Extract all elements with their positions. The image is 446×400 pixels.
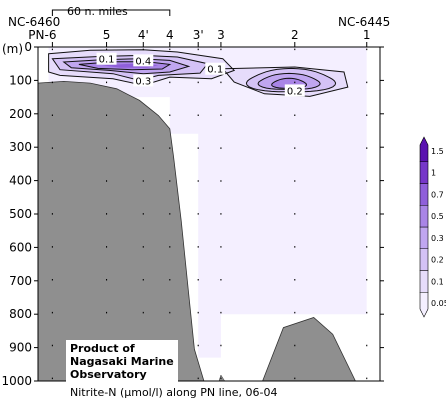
station-label: 3' <box>193 28 204 42</box>
colorbar-label: 0.5 <box>431 212 444 221</box>
station-label: 2 <box>291 28 299 42</box>
colorbar-swatch-0.2 <box>419 248 429 271</box>
colorbar-label: 0.3 <box>431 234 444 243</box>
y-tick-label: 100 <box>9 73 32 87</box>
chart-title: Nitrite-N (μmol/l) along PN line, 06-04 <box>70 386 277 399</box>
colorbar-swatch-0.1 <box>419 270 429 293</box>
station-label: 1 <box>363 28 371 42</box>
y-tick-label: 1000 <box>1 374 32 388</box>
colorbar-swatch-0.5 <box>419 204 429 228</box>
continental-slope <box>37 80 205 382</box>
contour-label: 0.3 <box>135 76 151 87</box>
station-right-id: NC-6445 <box>338 15 390 29</box>
y-axis-unit: (m) <box>2 42 23 56</box>
contour-label: 0.1 <box>99 55 115 66</box>
contour-line <box>51 54 209 81</box>
y-tick-label: 0 <box>24 40 32 54</box>
colorbar-legend: 0.05 0.1 0.2 0.3 0.5 0.7 1 1.5 <box>419 136 446 318</box>
fill-region-0.05 <box>48 47 367 358</box>
contour-line <box>221 66 349 97</box>
station-label: 4' <box>138 28 149 42</box>
y-tick-label: 200 <box>9 107 32 121</box>
y-tick-label: 800 <box>9 307 32 321</box>
contour-line <box>78 61 172 71</box>
colorbar-label: 0.2 <box>431 256 444 265</box>
sample-grid <box>51 48 368 380</box>
station-left-id: NC-6460 <box>8 15 60 29</box>
y-tick-label: 700 <box>9 274 32 288</box>
contour-label-bg <box>284 84 305 97</box>
contour-lines <box>48 49 349 97</box>
colorbar-swatch-0.3 <box>419 226 429 250</box>
y-tick-label: 600 <box>9 240 32 254</box>
scale-bar-label: 60 n. miles <box>67 5 128 18</box>
contour-line <box>245 67 337 93</box>
credit-line-1: Product of <box>70 342 135 355</box>
station-axis: PN-6 5 4' 4 3' 3 2 1 <box>28 28 371 47</box>
contour-line <box>62 58 191 75</box>
scale-bar: 60 n. miles <box>51 5 171 18</box>
colorbar-label: 1.5 <box>431 147 444 156</box>
colorbar-label: 0.7 <box>431 190 444 199</box>
contour-label-bg <box>133 74 154 87</box>
y-tick-label: 400 <box>9 174 32 188</box>
colorbar-label: 0.05 <box>431 299 446 308</box>
y-axis: 0 100 200 300 400 500 600 700 800 900 1000 <box>1 40 384 388</box>
scale-bar-line <box>51 9 171 16</box>
y-tick-label: 500 <box>9 207 32 221</box>
contour-label-bg <box>205 62 226 75</box>
contour-labels: 0.1 0.4 0.3 0.1 0.2 <box>96 52 305 97</box>
station-label: 3 <box>217 28 225 42</box>
y-tick-label: 900 <box>9 341 32 355</box>
colorbar-label: 1 <box>431 169 436 178</box>
contour-label: 0.1 <box>207 65 223 76</box>
credit-line-2: Nagasaki Marine <box>70 355 174 368</box>
credit-background <box>66 340 178 384</box>
contour-label: 0.4 <box>135 56 151 67</box>
contour-label-bg <box>96 52 117 65</box>
colorbar-swatch-1 <box>419 161 429 184</box>
colorbar-swatch-0.05 <box>419 291 429 318</box>
credit-box: Product of Nagasaki Marine Observatory <box>66 340 178 384</box>
contour-label: 0.2 <box>287 86 303 97</box>
station-label: PN-6 <box>28 28 56 42</box>
seafloor-topography <box>37 80 357 382</box>
colorbar-swatch-1.5 <box>419 136 429 163</box>
station-label: 4 <box>166 28 174 42</box>
colorbar-swatch-0.7 <box>419 183 429 206</box>
contour-label-bg <box>133 54 154 67</box>
credit-line-3: Observatory <box>70 368 147 381</box>
colorbar-label: 0.1 <box>431 277 444 286</box>
station-label: 5 <box>103 28 111 42</box>
y-tick-label: 300 <box>9 140 32 154</box>
